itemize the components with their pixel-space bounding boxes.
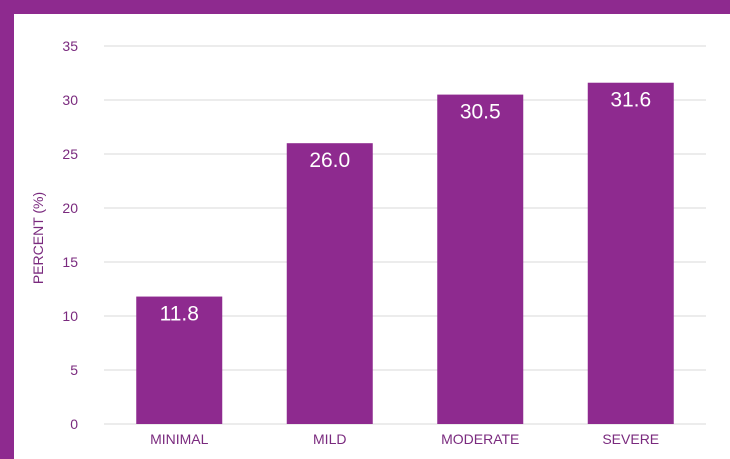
x-tick-label: MILD — [313, 431, 346, 447]
x-tick-label: MODERATE — [441, 431, 519, 447]
bar-minimal — [136, 296, 223, 424]
x-tick-label: SEVERE — [602, 431, 659, 447]
bars: 11.8 26.0 30.5 31.6 — [136, 82, 674, 424]
data-label: 26.0 — [309, 149, 350, 172]
y-tick-label: 35 — [62, 38, 78, 54]
y-tick-label: 30 — [62, 92, 78, 108]
bar-moderate — [437, 94, 524, 424]
y-axis-title: PERCENT (%) — [30, 192, 46, 284]
y-tick-label: 0 — [70, 416, 78, 432]
data-label: 31.6 — [610, 89, 651, 112]
y-tick-label: 15 — [62, 254, 78, 270]
x-axis-ticks: MINIMAL MILD MODERATE SEVERE — [150, 431, 659, 447]
data-label: 11.8 — [160, 303, 199, 326]
y-tick-label: 20 — [62, 200, 78, 216]
bar-mild — [286, 143, 373, 424]
bar-severe — [587, 82, 674, 424]
x-tick-label: MINIMAL — [150, 431, 209, 447]
y-tick-label: 5 — [70, 362, 78, 378]
y-tick-label: 10 — [62, 308, 78, 324]
y-tick-label: 25 — [62, 146, 78, 162]
y-axis-ticks: 0 5 10 15 20 25 30 35 — [62, 38, 78, 432]
data-label: 30.5 — [460, 101, 501, 124]
